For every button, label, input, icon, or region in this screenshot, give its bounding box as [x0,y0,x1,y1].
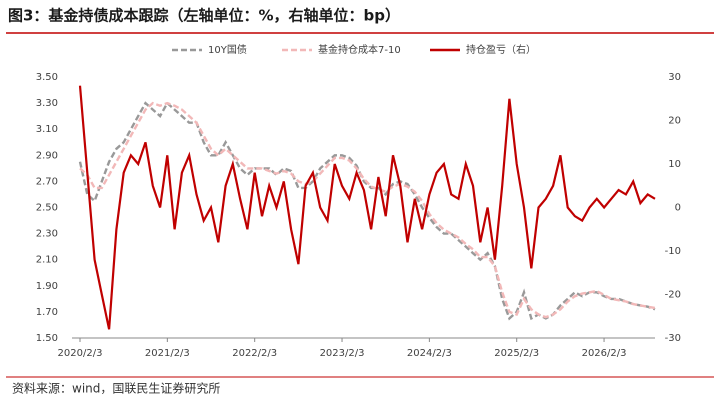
x-tick-label: 2026/2/3 [582,348,627,359]
y2-tick-label: -10 [665,246,681,257]
legend-label: 10Y国债 [208,43,247,56]
y2-tick-label: -30 [665,333,681,344]
y-tick-label: 2.10 [36,255,58,266]
x-tick-label: 2021/2/3 [145,348,190,359]
source: 资料来源：wind，国联民生证券研究所 [12,381,220,396]
x-tick-label: 2023/2/3 [320,348,365,359]
y-tick-label: 1.50 [36,333,58,344]
y-tick-label: 3.10 [36,124,58,135]
y-tick-label: 2.70 [36,176,58,187]
series-line [78,85,656,330]
series-line [78,101,656,321]
legend-label: 基金持仓成本7-10 [318,43,401,56]
y2-tick-label: 10 [668,159,681,170]
y-tick-label: 2.30 [36,229,58,240]
y-tick-label: 1.70 [36,307,58,318]
y-tick-label: 2.50 [36,203,58,214]
y2-tick-label: 0 [675,203,681,214]
legend-label: 持仓盈亏（右） [466,43,536,56]
chart-title: 图3：基金持债成本跟踪（左轴单位：%，右轴单位：bp） [8,7,400,25]
x-tick-label: 2025/2/3 [494,348,539,359]
y-tick-label: 2.90 [36,150,58,161]
y-tick-label: 3.30 [36,98,58,109]
x-tick-label: 2020/2/3 [58,348,103,359]
y-tick-label: 1.90 [36,281,58,292]
x-tick-label: 2024/2/3 [407,348,452,359]
series-line [79,101,656,319]
y2-tick-label: 20 [668,116,681,127]
x-tick-label: 2022/2/3 [232,348,277,359]
y2-tick-label: -20 [665,290,681,301]
y-tick-label: 3.50 [36,72,58,83]
y2-tick-label: 30 [668,72,681,83]
